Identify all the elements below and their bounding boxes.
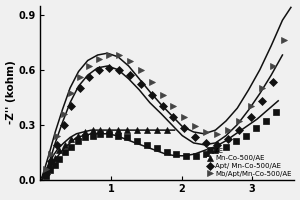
Y-axis label: -Z'' (kohm): -Z'' (kohm) [6, 61, 16, 124]
Legend: AE, Mn-Co-500/AE, Apt/ Mn-Co-500/AE, Mb/Apt/Mn-Co-500/AE: AE, Mn-Co-500/AE, Apt/ Mn-Co-500/AE, Mb/… [207, 147, 292, 178]
